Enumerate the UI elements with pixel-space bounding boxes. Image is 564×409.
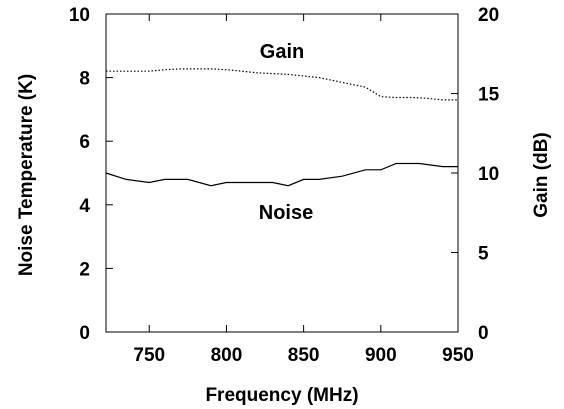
y2-tick-label: 15 [478,85,500,106]
x-tick-label: 950 [442,345,474,366]
y-tick-label: 8 [79,69,90,90]
noise-annotation: Noise [259,202,313,224]
x-axis-title: Frequency (MHz) [205,385,358,406]
gain-annotation: Gain [260,41,304,63]
y-tick-label: 10 [69,5,90,26]
y2-tick-label: 10 [478,164,499,185]
gain-series-line [106,68,458,101]
y2-tick-label: 20 [478,5,499,26]
right-y-axis-title: Gain (dB) [531,132,552,218]
x-tick-label: 900 [365,345,397,366]
x-tick-label: 850 [288,345,320,366]
x-tick-label: 800 [211,345,243,366]
left-y-axis-title: Noise Temperature (K) [16,74,37,276]
y-tick-label: 6 [79,132,90,153]
x-tick-label: 750 [133,345,165,366]
y-tick-label: 0 [79,323,90,344]
y2-tick-label: 0 [478,323,489,344]
y-tick-label: 2 [79,259,90,280]
y-tick-label: 4 [79,196,90,217]
y2-tick-label: 5 [478,244,489,265]
noise-series-line [105,162,458,187]
